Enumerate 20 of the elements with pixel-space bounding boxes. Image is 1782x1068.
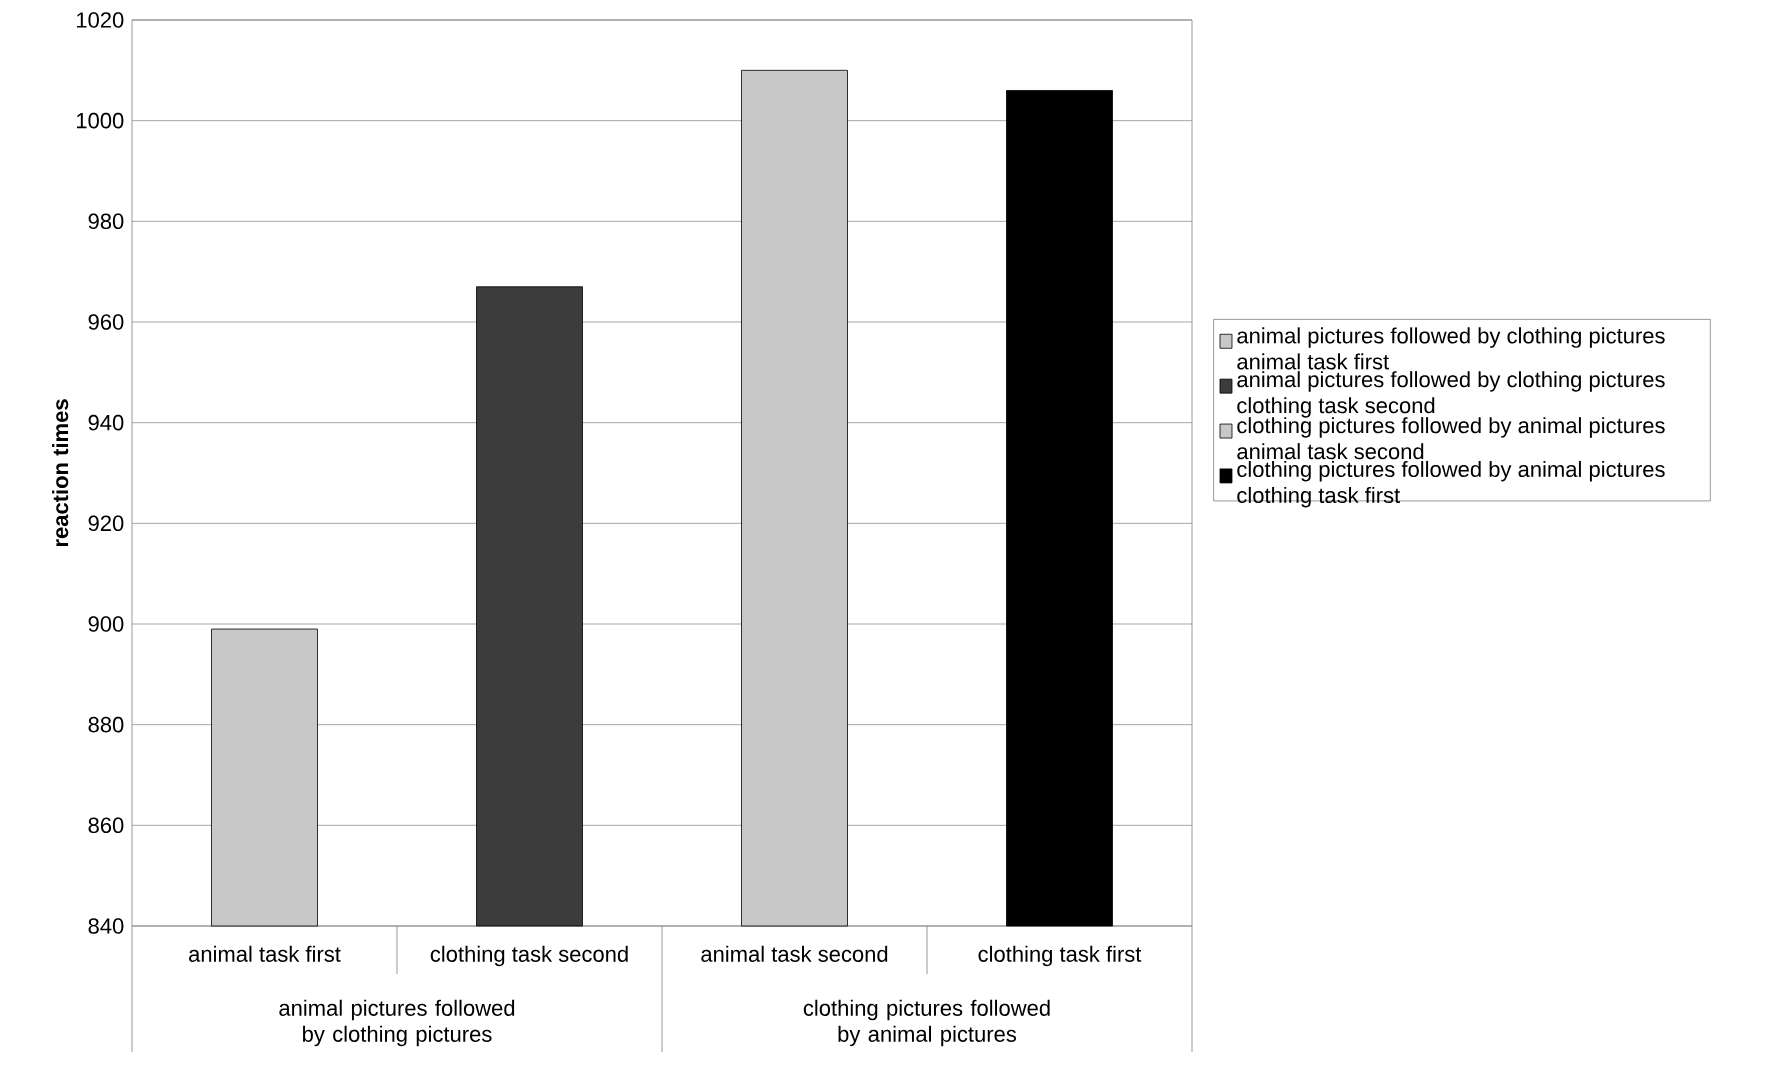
text: clothing pictures followed by animal pictures <box>803 999 1050 1047</box>
legend-label: animal pictures followed by clothing pictures animal task first <box>1237 327 1665 370</box>
y-tick-label: 880 <box>88 716 124 733</box>
y-tick-label: 840 <box>88 918 124 934</box>
text: animal pictures followed by clothing pictures <box>279 999 515 1047</box>
x-tick-label: clothing task second <box>430 945 628 967</box>
x-tick-label: clothing task first <box>978 945 1142 967</box>
y-tick-label: 1020 <box>77 12 124 28</box>
y-tick-label: 860 <box>88 817 124 834</box>
x-tick-label: animal task second <box>701 945 888 962</box>
y-tick-label: 940 <box>88 414 124 431</box>
x-tick-label: animal task first <box>189 945 341 962</box>
y-tick-label: 1000 <box>77 112 124 129</box>
legend-label: clothing pictures followed by animal pictures animal task second <box>1237 417 1665 460</box>
legend-label: clothing pictures followed by animal pictures clothing task first <box>1237 460 1665 508</box>
y-axis-title: reaction times <box>52 399 69 547</box>
y-tick-label: 920 <box>88 515 124 532</box>
y-tick-label: 980 <box>88 213 124 230</box>
y-tick-label: 900 <box>88 616 124 632</box>
y-tick-label: 960 <box>88 314 124 330</box>
